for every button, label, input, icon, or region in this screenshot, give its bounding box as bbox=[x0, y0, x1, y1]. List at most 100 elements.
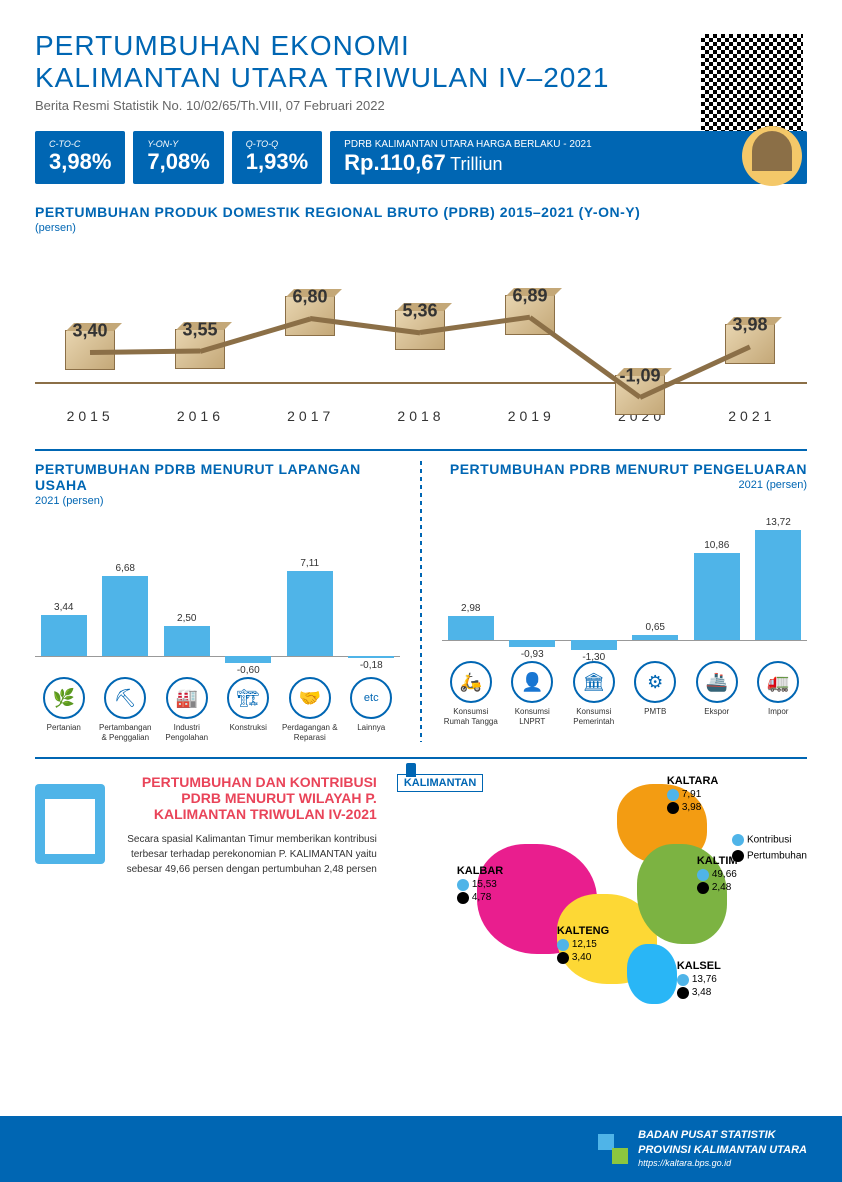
stat-value: 3,98% bbox=[49, 149, 111, 175]
bar-wrap: 10,86 bbox=[688, 553, 746, 640]
pengeluaran-icons: 🛵Konsumsi Rumah Tangga👤Konsumsi LNPRT🏛Ko… bbox=[442, 661, 807, 726]
pengeluaran-title: PERTUMBUHAN PDRB MENURUT PENGELUARAN bbox=[442, 461, 807, 477]
region-badge: KALTENG12,153,40 bbox=[557, 924, 609, 964]
bar bbox=[509, 640, 555, 647]
hero-label: PDRB KALIMANTAN UTARA HARGA BERLAKU - 20… bbox=[344, 139, 591, 150]
timeline-value: 3,40 bbox=[72, 321, 107, 342]
title-line-1: PERTUMBUHAN EKONOMI bbox=[35, 30, 807, 62]
bar-value: -0,18 bbox=[360, 660, 383, 671]
category-icon: ⚙ bbox=[634, 661, 676, 703]
icon-label: Konstruksi bbox=[220, 723, 278, 733]
icon-label: PMTB bbox=[627, 707, 685, 717]
icon-label: Ekspor bbox=[688, 707, 746, 717]
bar-value: 2,98 bbox=[461, 603, 480, 614]
footer-org2: PROVINSI KALIMANTAN UTARA bbox=[638, 1144, 807, 1156]
category-icon: 🌿 bbox=[43, 677, 85, 719]
two-column: PERTUMBUHAN PDRB MENURUT LAPANGAN USAHA … bbox=[35, 461, 807, 742]
bar bbox=[164, 626, 210, 656]
icon-col: ⛏ Pertambangan & Penggalian bbox=[97, 677, 155, 742]
bar-value: -1,30 bbox=[582, 652, 605, 663]
map-label: KALIMANTAN bbox=[397, 774, 484, 792]
hero-unit: Trilliun bbox=[450, 154, 502, 174]
stat-label: C-TO-C bbox=[49, 139, 111, 149]
legend-label: Pertumbuhan bbox=[747, 851, 807, 862]
dot-icon bbox=[732, 834, 744, 846]
year-label: 2017 bbox=[287, 408, 334, 424]
map-left: PERTUMBUHAN DAN KONTRIBUSI PDRB MENURUT … bbox=[35, 774, 377, 1014]
bar-wrap: 7,11 bbox=[281, 571, 339, 656]
usaha-bars: 3,446,682,50-0,607,11-0,18 bbox=[35, 537, 400, 657]
year-label: 2018 bbox=[397, 408, 444, 424]
region-badge: KALTARA7,913,98 bbox=[667, 774, 719, 814]
bar-value: 6,68 bbox=[116, 563, 135, 574]
icon-label: Lainnya bbox=[343, 723, 401, 733]
year-label: 2015 bbox=[67, 408, 114, 424]
pengeluaran-bars: 2,98-0,93-1,300,6510,8613,72 bbox=[442, 521, 807, 641]
divider bbox=[35, 757, 807, 759]
icon-col: 🚛Impor bbox=[750, 661, 808, 726]
subtitle: Berita Resmi Statistik No. 10/02/65/Th.V… bbox=[35, 98, 807, 113]
icon-label: Perdagangan & Reparasi bbox=[281, 723, 339, 742]
footer-text: BADAN PUSAT STATISTIK PROVINSI KALIMANTA… bbox=[638, 1128, 807, 1170]
legend-label: Kontribusi bbox=[747, 835, 791, 846]
bar-value: 7,11 bbox=[300, 558, 319, 569]
divider bbox=[35, 449, 807, 451]
timeline-sub: (persen) bbox=[35, 222, 807, 234]
timeline-value: 6,80 bbox=[292, 287, 327, 308]
bar bbox=[41, 615, 87, 656]
bar bbox=[102, 576, 148, 656]
category-icon: etc bbox=[350, 677, 392, 719]
legend-pertumbuhan: Pertumbuhan bbox=[732, 850, 807, 862]
category-icon: 🏛 bbox=[573, 661, 615, 703]
timeline-value: 5,36 bbox=[402, 301, 437, 322]
stat-label: Q-TO-Q bbox=[246, 139, 308, 149]
timeline-value: 6,89 bbox=[512, 286, 547, 307]
stats-row: C-TO-C 3,98% Y-ON-Y 7,08% Q-TO-Q 1,93% P… bbox=[35, 131, 807, 184]
bar-wrap: 13,72 bbox=[750, 530, 808, 640]
stat-hero: PDRB KALIMANTAN UTARA HARGA BERLAKU - 20… bbox=[330, 131, 807, 184]
stat-value: 7,08% bbox=[147, 149, 209, 175]
bps-logo-icon bbox=[598, 1134, 628, 1164]
clipboard-icon bbox=[35, 784, 105, 864]
category-icon: 🚢 bbox=[696, 661, 738, 703]
bar bbox=[571, 640, 617, 650]
icon-label: Pertambangan & Penggalian bbox=[97, 723, 155, 742]
year-label: 2019 bbox=[508, 408, 555, 424]
bar bbox=[448, 616, 494, 640]
icon-col: ⚙ PMTB bbox=[627, 661, 685, 726]
hero-value: 110,67 bbox=[380, 150, 446, 175]
icon-col: 🤝Perdagangan & Reparasi bbox=[281, 677, 339, 742]
title-line-2: KALIMANTAN UTARA TRIWULAN IV–2021 bbox=[35, 62, 807, 94]
bar-value: -0,60 bbox=[237, 665, 260, 676]
qr-code-icon bbox=[697, 30, 807, 140]
page: PERTUMBUHAN EKONOMI KALIMANTAN UTARA TRI… bbox=[0, 0, 842, 1182]
header: PERTUMBUHAN EKONOMI KALIMANTAN UTARA TRI… bbox=[35, 30, 807, 113]
stat-ctoc: C-TO-C 3,98% bbox=[35, 131, 125, 184]
category-icon: 🏭 bbox=[166, 677, 208, 719]
category-icon: ⛏ bbox=[104, 677, 146, 719]
bar-value: 13,72 bbox=[766, 517, 791, 528]
year-label: 2016 bbox=[177, 408, 224, 424]
bar bbox=[694, 553, 740, 640]
footer-org1: BADAN PUSAT STATISTIK bbox=[638, 1129, 776, 1141]
icon-label: Impor bbox=[750, 707, 808, 717]
bar-wrap: 0,65 bbox=[627, 635, 685, 640]
timeline-years: 2015201620172018201920202021 bbox=[35, 408, 807, 424]
kalimantan-map: KALIMANTAN Kontribusi Pertumbuhan KALTAR… bbox=[397, 774, 807, 1014]
usaha-title: PERTUMBUHAN PDRB MENURUT LAPANGAN USAHA bbox=[35, 461, 400, 493]
icon-col: etc Lainnya bbox=[343, 677, 401, 742]
bar-wrap: 2,50 bbox=[158, 626, 216, 656]
bar-wrap: 3,44 bbox=[35, 615, 93, 656]
usaha-sub: 2021 (persen) bbox=[35, 495, 400, 507]
bar-value: 3,44 bbox=[54, 602, 73, 613]
category-icon: 🏗 bbox=[227, 677, 269, 719]
timeline-chart: 2015201620172018201920202021 3,403,556,8… bbox=[35, 254, 807, 434]
icon-label: Konsumsi Rumah Tangga bbox=[442, 707, 500, 726]
region-badge: KALBAR15,534,78 bbox=[457, 864, 503, 904]
stat-yony: Y-ON-Y 7,08% bbox=[133, 131, 223, 184]
icon-label: Pertanian bbox=[35, 723, 93, 733]
usaha-icons: 🌿Pertanian⛏Pertambangan & Penggalian🏭Ind… bbox=[35, 677, 400, 742]
category-icon: 🛵 bbox=[450, 661, 492, 703]
region-badge: KALTIM49,662,48 bbox=[697, 854, 738, 894]
footer-url: https://kaltara.bps.go.id bbox=[638, 1158, 731, 1168]
